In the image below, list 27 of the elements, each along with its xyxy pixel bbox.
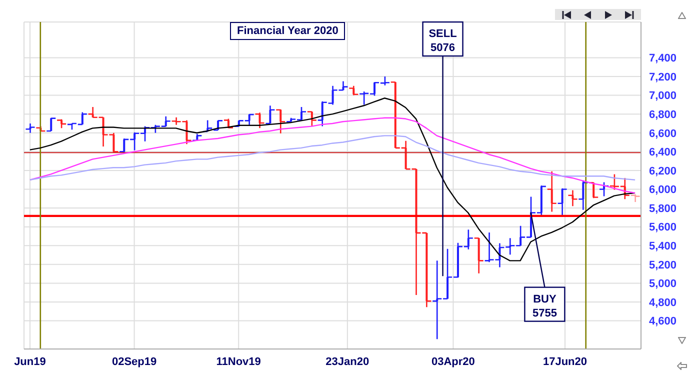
y-tick-label: 5,400 (649, 240, 677, 253)
y-tick-label: 5,600 (649, 222, 677, 234)
y-tick-label: 5,000 (649, 278, 677, 290)
x-tick-label: 23Jan20 (326, 356, 370, 368)
x-tick-label: 02Sep19 (112, 356, 157, 368)
x-tick-label: 17Jun20 (542, 356, 588, 368)
y-tick-label: 4,600 (649, 316, 677, 328)
y-tick-label: 5,200 (649, 259, 677, 272)
y-tick-label: 7,200 (649, 71, 677, 84)
y-tick-label: 7,400 (649, 52, 677, 65)
x-tick-label: 03Apr20 (432, 356, 475, 368)
annotation: SELL 5076 (428, 28, 458, 54)
x-tick-label: 11Nov19 (216, 356, 261, 368)
line-series (29, 98, 636, 262)
y-tick-label: 6,200 (649, 165, 677, 178)
line-series (29, 135, 636, 180)
x-tick-label: Jun19 (14, 356, 46, 368)
y-tick-label: 4,800 (649, 296, 677, 309)
y-tick-label: 6,400 (649, 146, 677, 159)
y-tick-label: 7,000 (649, 90, 677, 102)
y-tick-label: 6,600 (649, 128, 677, 140)
y-tick-label: 6,000 (649, 184, 677, 196)
annotation: Financial Year 2020 (230, 22, 346, 40)
annotation: BUY 5755 (532, 293, 557, 320)
line-series (29, 117, 636, 194)
y-tick-label: 5,800 (649, 202, 677, 215)
y-tick-label: 6,800 (649, 108, 677, 121)
